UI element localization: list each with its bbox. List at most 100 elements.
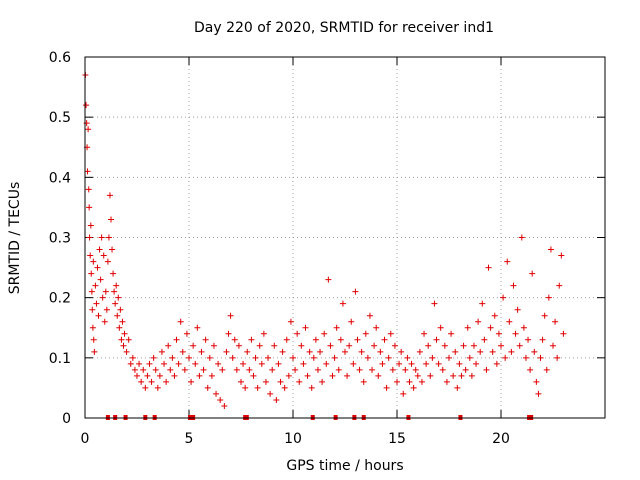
data-point [535,390,542,397]
data-point [177,318,184,325]
data-point [120,342,127,349]
data-point [154,384,161,391]
data-point [300,360,307,367]
data-point [188,378,195,385]
x-tick-label: 5 [185,431,194,447]
data-point [190,342,197,349]
data-point [196,372,203,379]
data-point [364,354,371,361]
data-point [290,354,296,361]
data-point [560,330,567,337]
y-tick-label: 0 [62,411,71,427]
data-point [296,378,303,385]
data-point [331,354,338,361]
data-point [111,288,118,295]
data-point [100,252,107,259]
data-point [102,288,109,295]
data-point [114,312,121,319]
data-point [512,330,519,337]
data-point [441,342,448,349]
data-point [327,342,334,349]
data-point [198,348,205,355]
data-point [308,384,315,391]
data-point [89,324,96,331]
data-point [379,360,386,367]
data-point [134,372,140,379]
data-point [161,360,168,367]
data-point [466,354,473,361]
data-point [215,360,222,367]
data-point [109,246,116,253]
data-point [358,348,365,355]
data-point [323,360,330,367]
data-point [129,354,136,361]
data-point [504,258,511,265]
data-point [87,252,94,259]
data-point [319,378,326,385]
data-point [112,300,119,307]
data-point [242,384,249,391]
data-point [119,318,126,325]
data-point [85,186,92,193]
data-point [97,276,104,283]
data-point [377,348,384,355]
data-point [267,390,274,397]
data-point [470,342,477,349]
data-point [294,330,301,337]
data-point [483,366,490,373]
data-point [87,222,94,229]
data-point [233,366,240,373]
data-point [171,372,178,379]
grid [85,57,605,418]
data-point [210,342,217,349]
data-point [435,360,442,367]
data-point [92,282,99,289]
data-point [537,354,544,361]
data-point [522,354,529,361]
data-point [502,354,509,361]
data-point [552,318,559,325]
data-point [375,372,382,379]
data-point [485,264,492,271]
data-point [94,264,101,271]
data-point [498,342,504,349]
data-point [127,360,134,367]
data-point [360,378,367,385]
data-point [510,282,517,289]
y-axis-tick-labels: 0 0.1 0.2 0.3 0.4 0.5 0.6 [49,50,71,427]
x-axis-tick-labels: 0 5 10 15 20 [81,431,510,447]
data-point [460,342,467,349]
data-point [443,378,450,385]
data-point [348,318,355,325]
data-point [310,354,317,361]
data-point [269,366,276,373]
data-point [495,330,502,337]
data-point [238,378,244,385]
data-point [167,366,174,373]
data-point [366,312,373,319]
data-point [527,366,534,373]
data-point [246,366,253,373]
y-axis-label: SRMTID / TECUs [7,182,23,295]
x-tick-label: 15 [388,431,406,447]
data-point [116,324,123,331]
data-point [454,384,461,391]
data-point [518,234,525,241]
data-point [500,294,507,301]
data-point [200,366,207,373]
data-point [265,354,272,361]
data-point [125,336,132,343]
data-point [204,384,211,391]
data-point [406,378,413,385]
data-point [138,378,145,385]
data-point [381,336,388,343]
data-point [352,288,359,295]
data-point [88,288,95,295]
data-point [169,354,176,361]
data-point [235,342,242,349]
data-point [554,354,561,361]
data-point [404,354,411,361]
data-point [396,360,403,367]
data-point [339,300,346,307]
data-point [88,270,95,277]
